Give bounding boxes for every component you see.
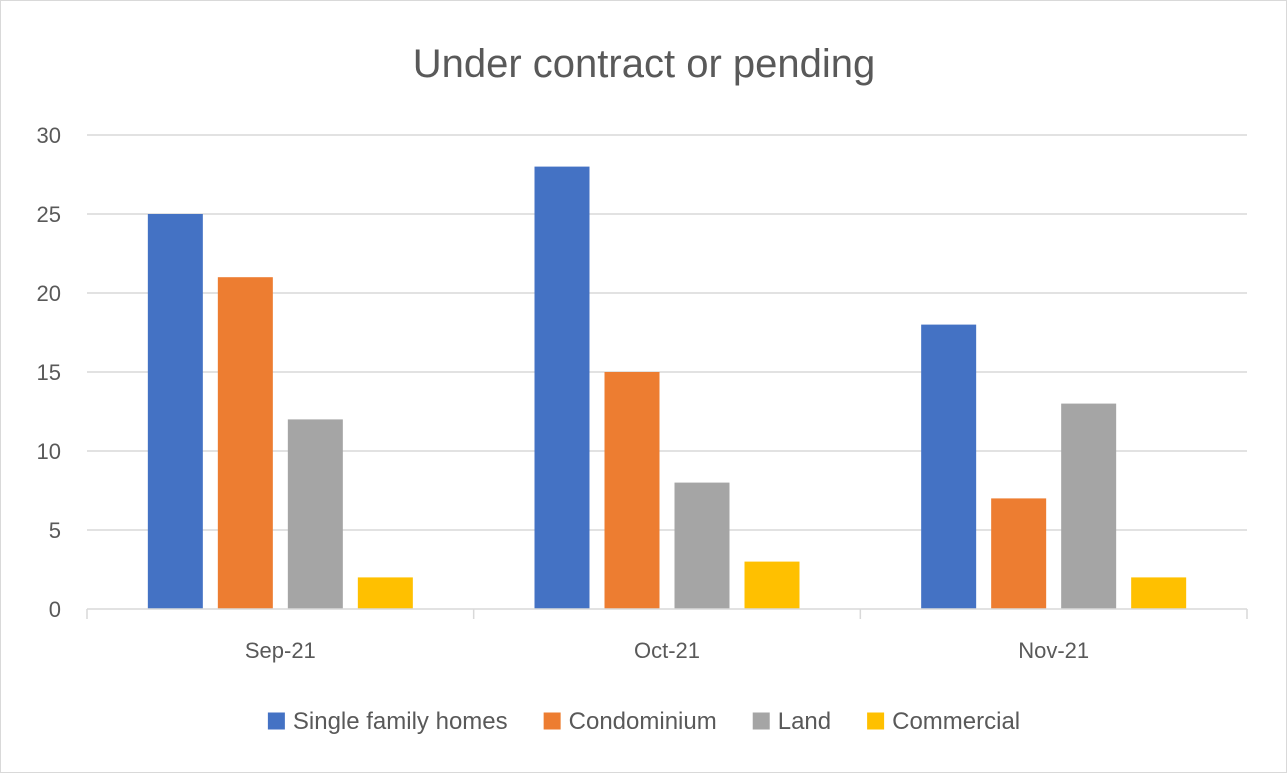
legend-swatch	[867, 712, 885, 730]
bar	[604, 372, 660, 609]
y-tick-label: 5	[49, 518, 61, 543]
legend-swatch	[267, 712, 285, 730]
legend-label: Commercial	[892, 708, 1020, 735]
legend: Single family homes Condominium Land Commer…	[267, 708, 1020, 735]
bar	[744, 561, 800, 609]
legend-label: Single family homes	[293, 708, 508, 735]
bars	[147, 166, 1187, 609]
x-tick-label: Sep-21	[245, 638, 316, 663]
chart-title: Under contract or pending	[413, 42, 876, 86]
legend-label: Land	[778, 708, 831, 735]
bar	[287, 419, 343, 609]
legend-swatch	[752, 712, 770, 730]
bar	[1131, 577, 1187, 609]
bar	[991, 498, 1047, 609]
x-tick-label: Nov-21	[1018, 638, 1089, 663]
bar	[921, 324, 977, 609]
y-tick-label: 20	[37, 281, 61, 306]
gridlines	[87, 134, 1247, 531]
bar	[357, 577, 413, 609]
x-tick-label: Oct-21	[634, 638, 700, 663]
legend-label: Condominium	[569, 708, 717, 735]
bar	[217, 277, 273, 609]
x-axis: Sep-21 Oct-21 Nov-21	[86, 608, 1248, 663]
y-tick-label: 10	[37, 439, 61, 464]
bar	[147, 214, 203, 609]
y-tick-label: 0	[49, 597, 61, 622]
bar	[534, 166, 590, 609]
y-tick-label: 30	[37, 123, 61, 148]
bar	[1061, 403, 1117, 609]
y-axis: 0 5 10 15 20 25 30	[37, 123, 61, 622]
y-tick-label: 25	[37, 202, 61, 227]
bar	[674, 482, 730, 609]
legend-swatch	[543, 712, 561, 730]
y-tick-label: 15	[37, 360, 61, 385]
